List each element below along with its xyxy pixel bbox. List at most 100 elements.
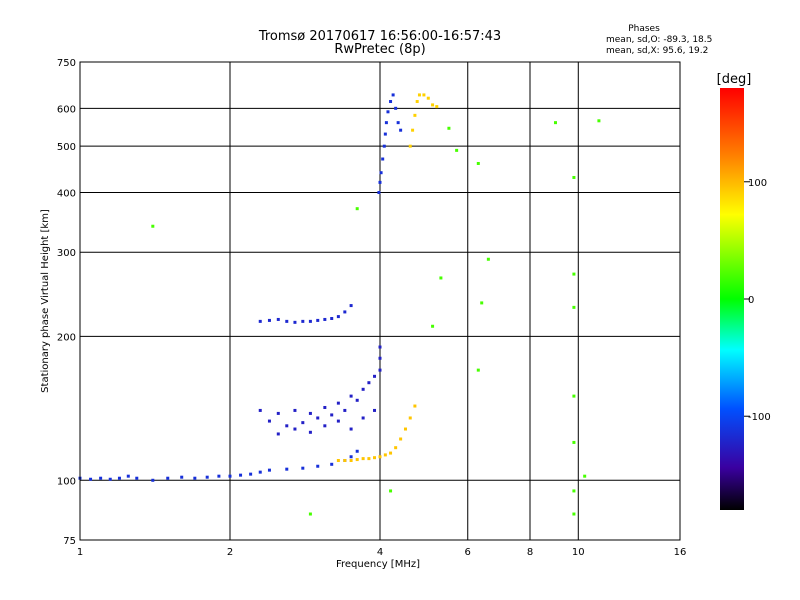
data-point: [373, 374, 377, 378]
data-point: [267, 318, 271, 322]
data-point: [276, 317, 280, 321]
data-point: [166, 476, 170, 480]
data-point: [99, 476, 103, 480]
data-point: [572, 512, 576, 516]
data-point: [355, 458, 359, 462]
data-point: [373, 456, 377, 460]
data-point: [373, 408, 377, 412]
data-point: [572, 394, 576, 398]
data-point: [389, 489, 393, 493]
data-point: [336, 419, 340, 423]
data-point: [378, 345, 382, 349]
x-axis-label: Frequency [MHz]: [336, 559, 420, 570]
data-point: [355, 449, 359, 453]
colorbar-label: [deg]: [717, 72, 752, 87]
data-point: [361, 387, 365, 391]
data-point: [308, 319, 312, 323]
y-axis-label: Stationary phase Virtual Height [km]: [40, 209, 51, 393]
data-point: [384, 121, 388, 125]
y-tick-label: 400: [57, 188, 76, 199]
x-tick-label: 10: [572, 547, 585, 558]
phases-title: Phases: [628, 24, 660, 34]
data-point: [276, 411, 280, 415]
data-point: [378, 180, 382, 184]
data-point: [343, 458, 347, 462]
data-point: [361, 457, 365, 461]
data-point: [572, 440, 576, 444]
data-point: [349, 458, 353, 462]
data-point: [151, 224, 155, 228]
data-point: [323, 405, 327, 409]
data-point: [391, 93, 395, 97]
data-point: [316, 318, 320, 322]
data-point: [447, 126, 451, 130]
data-point: [258, 319, 262, 323]
data-point: [389, 451, 393, 455]
data-point: [411, 128, 415, 132]
data-point: [343, 408, 347, 412]
data-point: [383, 453, 387, 457]
x-tick-label: 4: [377, 547, 383, 558]
data-point: [308, 430, 312, 434]
data-point: [239, 473, 243, 477]
data-point: [301, 421, 305, 425]
data-points: [78, 93, 601, 516]
data-point: [316, 416, 320, 420]
data-point: [249, 472, 253, 476]
data-point: [285, 319, 289, 323]
data-point: [386, 110, 390, 114]
data-point: [267, 419, 271, 423]
data-point: [572, 272, 576, 276]
data-point: [381, 157, 385, 161]
data-point: [378, 455, 382, 459]
data-point: [553, 121, 557, 125]
y-tick-label: 75: [63, 536, 76, 547]
data-point: [455, 148, 459, 152]
data-point: [349, 455, 353, 459]
x-tick-label: 2: [227, 547, 233, 558]
data-point: [349, 394, 353, 398]
data-point: [396, 121, 400, 125]
x-axis-ticks: 1 2 4 6 8 10 16: [77, 547, 687, 558]
data-point: [431, 103, 435, 107]
y-tick-label: 200: [57, 332, 76, 343]
data-point: [355, 398, 359, 402]
data-point: [572, 175, 576, 179]
x-tick-label: 16: [674, 547, 687, 558]
colorbar: [720, 88, 744, 510]
y-tick-label: 100: [57, 476, 76, 487]
data-point: [389, 100, 393, 104]
data-point: [417, 93, 421, 97]
data-point: [135, 476, 139, 480]
data-point: [285, 424, 289, 428]
data-point: [476, 161, 480, 165]
colorbar-ticks: 100 0 -100: [744, 178, 771, 423]
data-point: [413, 113, 417, 117]
colorbar-tick-label: 100: [748, 178, 767, 189]
data-point: [378, 368, 382, 372]
x-tick-label: 1: [77, 547, 83, 558]
data-point: [330, 413, 334, 417]
data-point: [151, 478, 155, 482]
data-point: [403, 427, 407, 431]
data-point: [193, 476, 197, 480]
y-tick-label: 300: [57, 248, 76, 259]
data-point: [258, 470, 262, 474]
data-point: [572, 305, 576, 309]
chart-title: Tromsø 20170617 16:56:00-16:57:43: [258, 29, 501, 44]
data-point: [349, 304, 353, 308]
y-axis-ticks: 75 100 200 300 400 500 600 750: [57, 58, 76, 547]
data-point: [367, 381, 371, 385]
data-point: [439, 276, 443, 280]
x-tick-label: 8: [527, 547, 533, 558]
data-point: [336, 458, 340, 462]
data-point: [180, 475, 184, 479]
data-point: [293, 427, 297, 431]
colorbar-tick-label: 0: [748, 295, 754, 306]
grid-lines: [79, 61, 681, 541]
data-point: [394, 106, 398, 110]
data-point: [583, 474, 587, 478]
data-point: [382, 144, 386, 148]
data-point: [361, 416, 365, 420]
